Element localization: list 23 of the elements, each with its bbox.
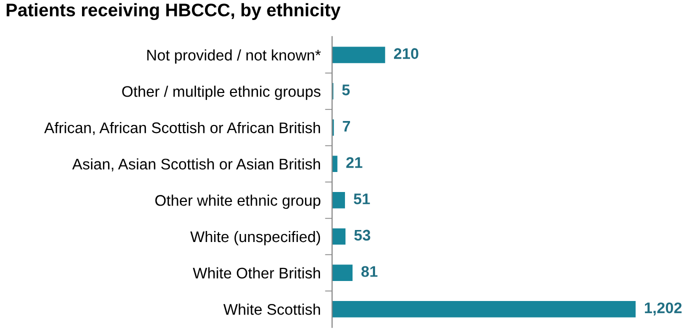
y-tick-label: African, African Scottish or African British: [44, 122, 320, 136]
bar: [332, 264, 353, 282]
y-tick-label: Other white ethnic group: [155, 194, 320, 209]
data-label: 21: [346, 157, 362, 168]
y-tick-label: Other / multiple ethnic groups: [122, 86, 320, 100]
data-label: 81: [361, 266, 378, 277]
bar: [332, 156, 338, 172]
data-label: 51: [354, 194, 370, 204]
y-tick-label: White Other British: [192, 267, 320, 279]
y-tick-label: White Scottish: [223, 304, 320, 315]
bar: [332, 192, 345, 208]
y-tick-label: Asian, Asian Scottish or Asian British: [72, 158, 320, 172]
bar: [332, 228, 346, 245]
bar: [332, 46, 386, 64]
data-label: 53: [354, 230, 370, 241]
data-label: 5: [342, 84, 350, 96]
data-label: 7: [342, 120, 350, 132]
data-label: 210: [394, 48, 418, 59]
bar: [332, 300, 636, 318]
y-tick-label: White (unspecified): [190, 230, 320, 246]
data-label: 1,202: [644, 302, 682, 316]
text: Patients receiving HBCCC, by ethnicity: [6, 3, 341, 20]
y-tick-label: Not provided / not known*: [147, 49, 321, 64]
